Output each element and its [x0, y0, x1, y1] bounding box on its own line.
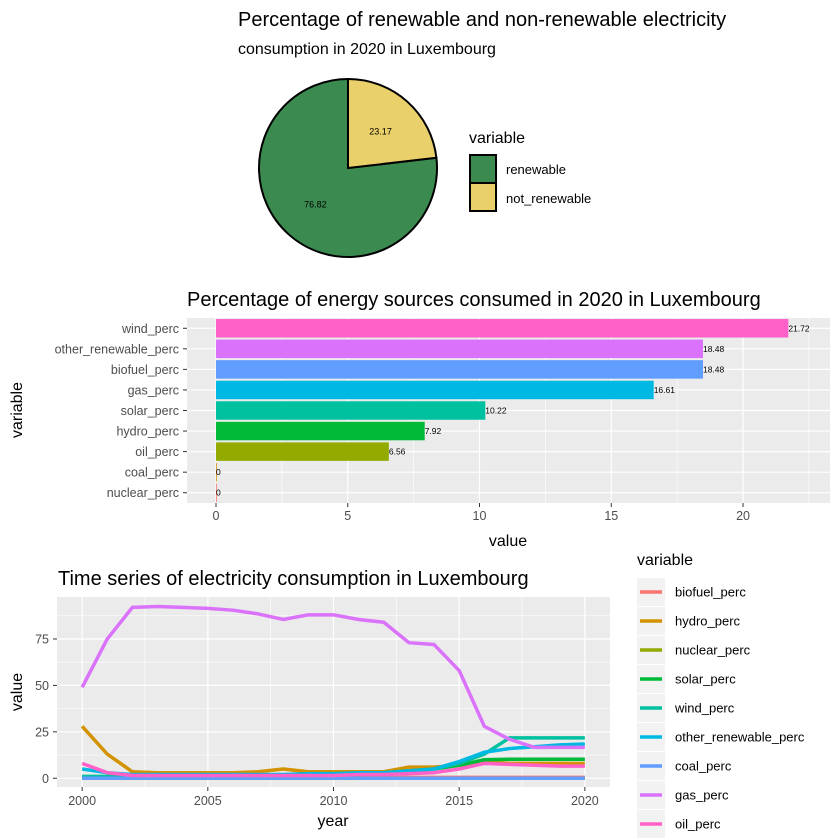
- line-chart: Time series of electricity consumption i…: [9, 552, 805, 838]
- bar-y-tick-coal-perc: coal_perc: [125, 466, 179, 480]
- line-legend-label-oil-perc: oil_perc: [675, 817, 721, 832]
- line-legend-label-hydro-perc: hydro_perc: [675, 614, 741, 629]
- line-y-tick-75: 75: [35, 632, 49, 646]
- bar-x-tick-15: 15: [604, 509, 618, 523]
- bar-chart: Percentage of energy sources consumed in…: [9, 289, 830, 550]
- line-legend-label-wind-perc: wind_perc: [674, 701, 735, 716]
- line-y-tick-25: 25: [35, 725, 49, 739]
- bar-y-tick-other-renewable-perc: other_renewable_perc: [55, 342, 179, 356]
- pie-legend-key-not-renewable: [469, 182, 497, 212]
- bar-x-tick-20: 20: [736, 509, 750, 523]
- line-x-tick-2020: 2020: [571, 794, 599, 808]
- bar-y-tick-solar-perc: solar_perc: [121, 404, 179, 418]
- pie-legend: variable renewable not_renewable: [469, 130, 591, 212]
- line-legend-label-biofuel-perc: biofuel_perc: [675, 585, 746, 600]
- bar-data-label-other-renewable-perc: 18.48: [703, 344, 725, 354]
- line-legend-title: variable: [637, 552, 693, 569]
- bar-hydro-perc: [215, 421, 425, 441]
- line-series-gas-perc: [80, 604, 585, 750]
- bar-y-tick-oil-perc: oil_perc: [135, 445, 179, 459]
- bar-data-label-gas-perc: 16.61: [654, 385, 676, 395]
- bar-data-label-solar-perc: 10.22: [485, 406, 507, 416]
- bar-data-label-biofuel-perc: 18.48: [703, 364, 725, 374]
- line-x-axis-label: year: [317, 813, 349, 830]
- bar-bars: [215, 319, 789, 502]
- bar-x-tick-0: 0: [213, 509, 220, 523]
- line-y-tick-50: 50: [35, 679, 49, 693]
- line-legend: variable biofuel_perc hydro_perc nuclear_p…: [637, 552, 805, 838]
- bar-data-label-coal-perc: 0: [216, 467, 221, 477]
- line-legend-label-solar-perc: solar_perc: [675, 672, 736, 687]
- line-x-tick-2010: 2010: [320, 794, 348, 808]
- bar-y-tick-nuclear-perc: nuclear_perc: [107, 486, 179, 500]
- bar-y-tick-biofuel-perc: biofuel_perc: [111, 363, 179, 377]
- line-y-axis-label: value: [9, 673, 26, 711]
- bar-title: Percentage of energy sources consumed in…: [187, 289, 761, 311]
- bar-other-renewable-perc: [215, 339, 703, 359]
- bar-x-tick-labels: 0 5 10 15 20: [213, 503, 750, 523]
- bar-gas-perc: [215, 380, 654, 400]
- bar-data-label-wind-perc: 21.72: [788, 323, 810, 333]
- pie-chart: Percentage of renewable and non-renewabl…: [238, 9, 726, 258]
- bar-y-axis-label: variable: [9, 382, 26, 438]
- bar-data-label-hydro-perc: 7.92: [425, 426, 442, 436]
- bar-data-labels: 21.72 18.48 18.48 16.61 10.22 7.92 6.56 0 0: [216, 323, 810, 497]
- bar-nuclear-perc: [215, 483, 217, 502]
- line-title: Time series of electricity consumption i…: [58, 568, 529, 590]
- line-y-tick-0: 0: [42, 772, 49, 786]
- bar-wind-perc: [215, 319, 789, 338]
- line-y-tick-labels: 0 25 50 75: [35, 632, 57, 786]
- line-x-tick-labels: 2000 2005 2010 2015 2020: [68, 787, 599, 808]
- bar-x-tick-10: 10: [473, 509, 487, 523]
- bar-x-axis-label: value: [489, 533, 527, 550]
- bar-x-tick-5: 5: [344, 509, 351, 523]
- pie-legend-key-renewable: [469, 154, 497, 184]
- pie-slice-not-renewable: [347, 77, 438, 170]
- pie-slice-label: 23.17: [369, 126, 392, 136]
- line-x-tick-2000: 2000: [68, 794, 96, 808]
- line-legend-label-nuclear-perc: nuclear_perc: [675, 643, 751, 658]
- bar-data-label-nuclear-perc: 0: [216, 488, 221, 498]
- line-series: [80, 604, 585, 781]
- bar-y-tick-labels: wind_perc other_renewable_perc biofuel_per…: [55, 322, 187, 500]
- pie-slice-label: 76.82: [304, 200, 327, 210]
- line-x-tick-2015: 2015: [445, 794, 473, 808]
- pie-subtitle: consumption in 2020 in Luxembourg: [238, 41, 496, 58]
- line-legend-label-gas-perc: gas_perc: [675, 788, 729, 803]
- bar-biofuel-perc: [215, 360, 703, 379]
- bar-y-tick-wind-perc: wind_perc: [121, 322, 179, 336]
- bar-solar-perc: [215, 401, 486, 420]
- line-legend-label-coal-perc: coal_perc: [675, 759, 732, 774]
- bar-data-label-oil-perc: 6.56: [389, 447, 406, 457]
- bar-y-tick-gas-perc: gas_perc: [128, 383, 179, 397]
- bar-oil-perc: [215, 442, 389, 461]
- line-x-tick-2005: 2005: [194, 794, 222, 808]
- bar-coal-perc: [215, 462, 217, 482]
- line-series-oil-perc: [81, 761, 585, 778]
- pie-legend-label-renewable: renewable: [506, 162, 566, 177]
- pie-legend-label-not-renewable: not_renewable: [506, 191, 591, 206]
- line-legend-label-other-renewable-perc: other_renewable_perc: [675, 730, 805, 745]
- pie-slices: 76.82 23.17: [258, 77, 438, 258]
- bar-y-tick-hydro-perc: hydro_perc: [116, 425, 179, 439]
- pie-legend-title: variable: [469, 130, 525, 147]
- pie-title: Percentage of renewable and non-renewabl…: [238, 9, 726, 31]
